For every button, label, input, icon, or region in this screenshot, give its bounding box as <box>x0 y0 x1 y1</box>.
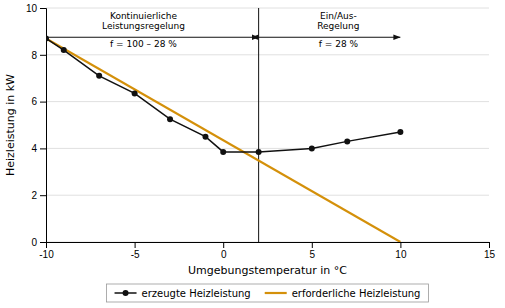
y-tick: 0 <box>31 237 46 248</box>
range-arrow <box>46 37 259 38</box>
x-tick-mark <box>400 242 401 248</box>
plot: -10 -5 0 5 10 15 0 2 4 6 8 10 Umgebungstemperatur in… <box>4 3 495 277</box>
grid-line <box>46 195 489 196</box>
x-tick: 0 <box>221 242 227 260</box>
vertical-line <box>258 8 259 242</box>
y-tick-label: 2 <box>31 190 37 201</box>
grid <box>46 8 489 242</box>
legend-marker <box>123 290 129 296</box>
grid-line <box>46 8 489 9</box>
point <box>167 116 173 122</box>
legend-item: erforderliche Heizleistung <box>265 288 421 299</box>
point <box>132 90 138 96</box>
point <box>46 35 49 41</box>
y-tick-label: 4 <box>31 143 37 154</box>
chart: -10 -5 0 5 10 15 0 2 4 6 8 10 Umgebungstemperatur in… <box>0 0 505 308</box>
y-tick-mark <box>40 148 46 149</box>
x-tick: 5 <box>310 242 316 260</box>
y-tick-label: 6 <box>31 96 37 107</box>
x-tick: -10 <box>39 242 54 260</box>
annotation: Leistungsregelung <box>102 21 185 31</box>
x-tick-mark <box>135 242 136 248</box>
range-arrow <box>259 37 401 38</box>
x-axis-title: Umgebungstemperatur in °C <box>188 264 347 277</box>
legend-label: erforderliche Heizleistung <box>292 288 421 299</box>
x-tick-label: 10 <box>395 249 407 260</box>
x-tick: 15 <box>484 242 496 260</box>
legend-swatch <box>265 292 287 294</box>
x-tick-label: -5 <box>131 249 140 260</box>
point <box>344 138 350 144</box>
point <box>397 129 403 135</box>
x-tick-label: 15 <box>484 249 496 260</box>
x-tick: -5 <box>131 242 140 260</box>
x-tick-mark <box>489 242 490 248</box>
y-tick: 2 <box>31 190 46 201</box>
x-tick-mark <box>223 242 224 248</box>
legend-label: erzeugte Heizleistung <box>142 288 251 299</box>
series-line <box>46 38 400 242</box>
series-points <box>46 35 403 154</box>
point <box>256 149 262 155</box>
grid-line <box>46 101 489 102</box>
legend: erzeugte Heizleistung erforderliche Heizl… <box>107 284 429 302</box>
marks <box>46 8 403 242</box>
y-tick-mark <box>40 55 46 56</box>
y-tick-mark <box>40 195 46 196</box>
x-tick: 10 <box>395 242 407 260</box>
point <box>202 134 208 140</box>
annotation: Regelung <box>317 21 359 31</box>
legend-frame <box>107 284 429 302</box>
x-tick-mark <box>312 242 313 248</box>
y-tick: 6 <box>31 96 46 107</box>
point <box>309 145 315 151</box>
y-tick-mark <box>40 8 46 9</box>
annotation: f = 100 – 28 % <box>110 39 177 49</box>
grid-line <box>46 54 489 55</box>
point <box>96 73 102 79</box>
y-tick-label: 10 <box>26 3 38 14</box>
point <box>61 47 67 53</box>
y-axis: 0 2 4 6 8 10 <box>26 3 47 248</box>
y-tick: 10 <box>26 3 46 14</box>
x-tick-label: 5 <box>310 249 316 260</box>
grid-line <box>46 148 489 149</box>
annotation: f = 28 % <box>319 39 359 49</box>
point <box>220 149 226 155</box>
x-axis-line <box>47 243 490 249</box>
x-tick-label: 0 <box>221 249 227 260</box>
y-tick-label: 0 <box>31 237 37 248</box>
y-axis-title: Heizleistung in kW <box>4 74 17 176</box>
y-axis-line <box>40 9 47 243</box>
x-tick-label: -10 <box>39 249 54 260</box>
y-tick-mark <box>40 102 46 103</box>
y-tick: 4 <box>31 143 46 154</box>
legend-item: erzeugte Heizleistung <box>115 288 251 299</box>
series-line <box>46 38 400 151</box>
x-axis: -10 -5 0 5 10 15 <box>39 242 495 260</box>
annotations: KontinuierlicheLeistungsregelungf = 100 … <box>102 11 359 49</box>
y-tick-mark <box>40 242 46 243</box>
y-tick: 8 <box>31 50 46 61</box>
y-tick-label: 8 <box>31 50 37 61</box>
